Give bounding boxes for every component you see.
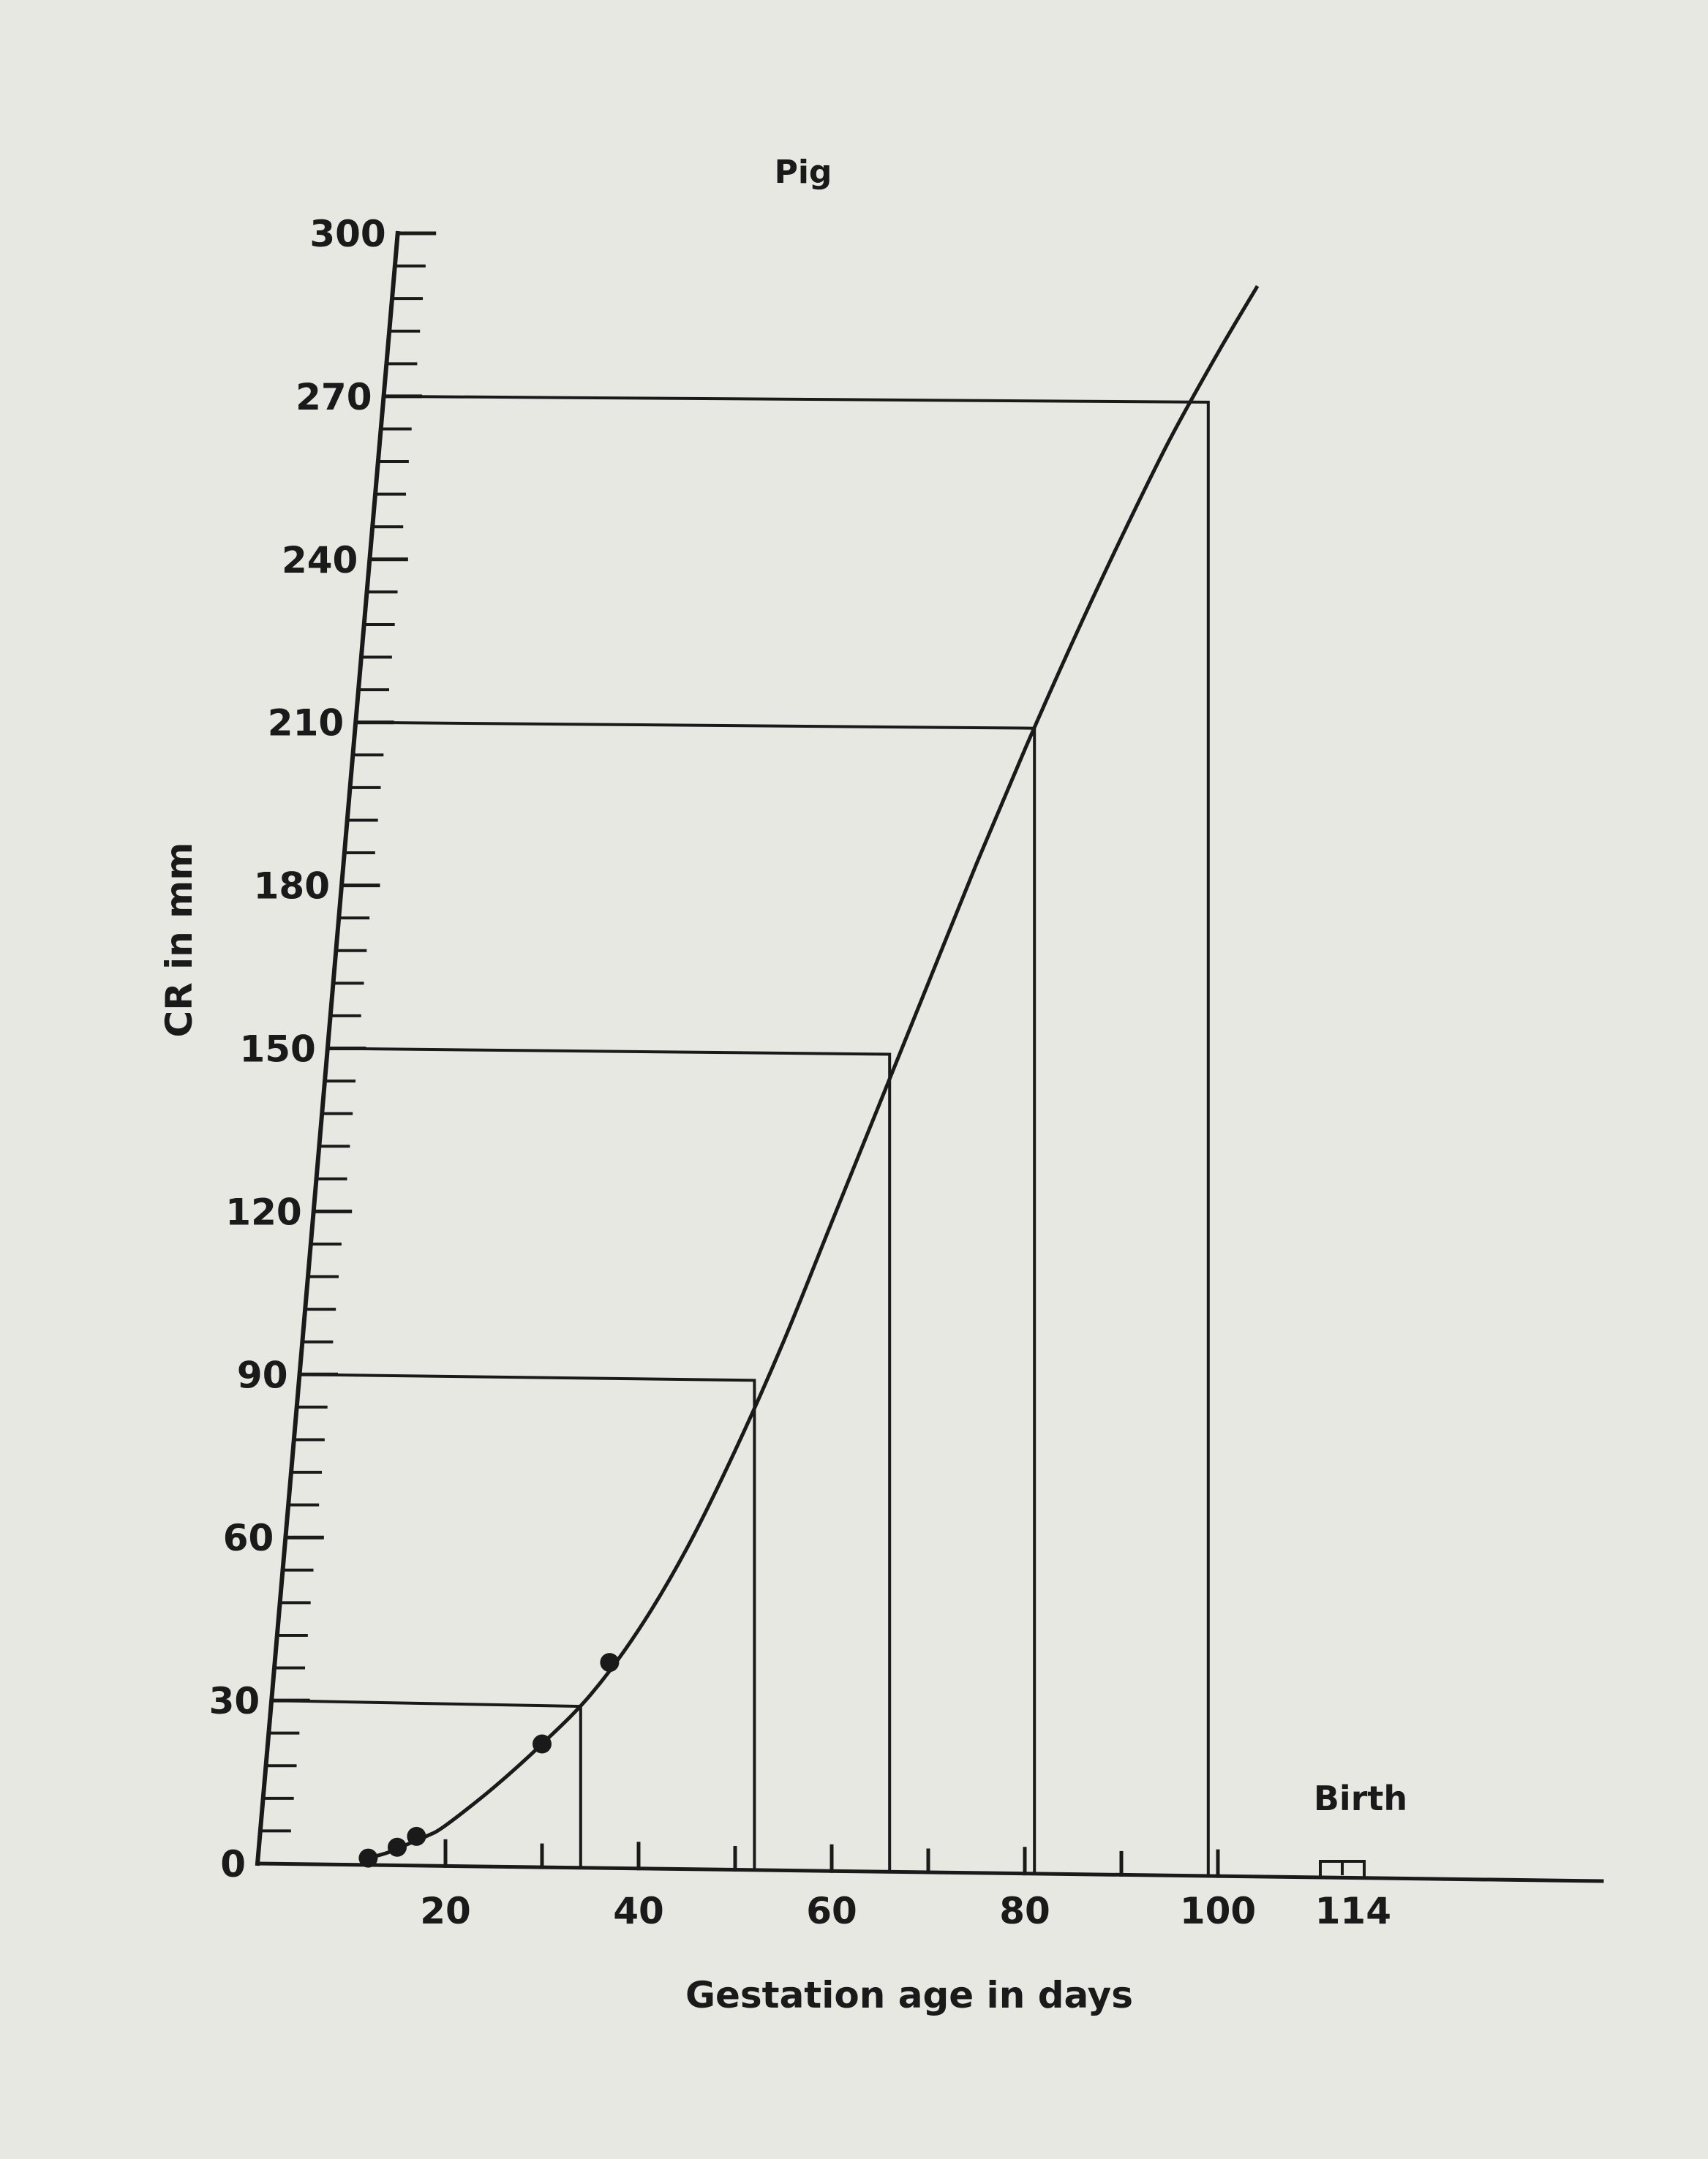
data-points: [358, 1653, 620, 1868]
reference-line: [326, 1047, 892, 1874]
y-tick-label: 60: [223, 1517, 274, 1559]
y-tick-label: 150: [239, 1028, 315, 1071]
reference-line: [354, 720, 1037, 1875]
x-axis-ticks: 20 40 60 80 100 114: [420, 1839, 1391, 1932]
y-tick-label: 180: [254, 865, 330, 908]
x-tick-label: 60: [806, 1890, 857, 1932]
reference-line: [382, 394, 1210, 1877]
x-tick-label: 114: [1315, 1890, 1391, 1932]
reference-line: [298, 1373, 756, 1872]
y-tick-label: 210: [268, 702, 344, 745]
x-tick-label: 20: [420, 1890, 471, 1932]
x-axis-line: [255, 1861, 1604, 1883]
x-axis-label: Gestation age in days: [685, 1974, 1133, 2016]
growth-curve: [366, 285, 1260, 1861]
y-tick-label: 300: [309, 213, 385, 255]
data-point: [358, 1848, 378, 1868]
minor-ticks: [258, 264, 1124, 1877]
reference-line: [270, 1699, 582, 1869]
x-tick-label: 100: [1180, 1890, 1256, 1932]
y-tick-label: 0: [220, 1843, 246, 1885]
x-tick-label: 80: [999, 1890, 1050, 1932]
y-tick-label: 90: [237, 1354, 288, 1396]
data-point: [600, 1653, 620, 1673]
birth-marker: Birth: [1314, 1779, 1407, 1877]
x-tick-label: 40: [613, 1890, 664, 1932]
data-point: [388, 1837, 407, 1857]
data-point: [407, 1826, 426, 1846]
birth-annotation: Birth: [1314, 1779, 1407, 1818]
y-tick-label: 120: [225, 1191, 301, 1233]
reference-lines: [270, 394, 1210, 1877]
y-axis-label: CR in mm: [158, 843, 200, 1038]
data-point: [533, 1734, 552, 1754]
chart-title: Pig: [775, 154, 832, 191]
y-tick-label: 30: [209, 1680, 260, 1722]
y-tick-label: 270: [296, 376, 372, 418]
y-tick-label: 240: [282, 539, 358, 581]
y-axis-ticks: 0 30 60 90 120 150 180 210 240 270 300: [209, 213, 437, 1885]
